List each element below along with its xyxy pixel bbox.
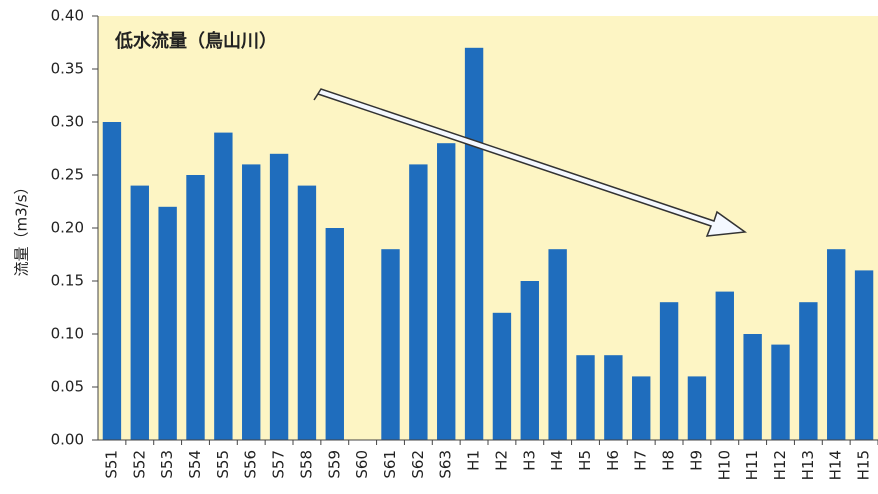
bar [743,334,762,440]
bar [854,270,874,440]
x-tick-label: S56 [242,450,260,479]
bar [771,344,790,440]
x-tick-label: H2 [492,450,510,471]
y-tick-label: 0.10 [51,325,84,343]
bar [186,175,205,440]
bar [548,249,567,440]
bar [464,47,484,441]
bar [659,302,679,440]
bar [158,206,177,440]
bar [381,249,400,440]
x-tick-label: S54 [186,450,204,479]
bar [437,143,456,440]
y-axis-label: 流量（m3/s） [13,179,31,276]
x-tick-label: H11 [743,450,761,480]
x-tick-label: S62 [409,450,427,479]
bar [576,355,595,440]
bar [632,376,651,440]
bar [604,355,623,440]
x-tick-label: S53 [158,450,176,479]
x-tick-label: H9 [687,450,705,471]
bar [520,281,539,440]
bar [242,164,261,440]
bar [130,185,149,440]
x-tick-label: H12 [771,450,789,480]
x-tick-label: H10 [715,450,733,480]
bar [799,302,818,440]
y-tick-label: 0.25 [51,166,84,184]
x-tick-label: S63 [437,450,455,479]
y-tick-label: 0.40 [51,7,84,25]
bar [325,228,344,440]
x-tick-label: H6 [604,450,622,471]
chart-title: 低水流量（鳥山川） [114,30,277,52]
x-tick-label: S58 [297,450,315,479]
y-tick-label: 0.30 [51,113,84,131]
x-tick-label: S55 [214,450,232,479]
x-tick-label: H13 [799,450,817,480]
y-tick-label: 0.35 [51,60,84,78]
y-tick-label: 0.00 [51,431,84,449]
bar [715,291,734,440]
bar [214,132,233,440]
x-tick-label: S61 [381,450,399,479]
bar [827,249,846,440]
y-tick-label: 0.20 [51,219,84,237]
x-tick-label: H1 [465,450,483,471]
bar [409,164,428,440]
bar [492,312,512,440]
x-tick-label: S51 [102,450,120,479]
x-tick-label: H8 [660,450,678,471]
bar [269,153,289,441]
x-tick-label: S57 [270,450,288,479]
x-tick-label: H5 [576,450,594,471]
x-tick-label: H15 [855,450,873,480]
x-tick-label: H14 [827,450,845,480]
x-tick-label: H7 [632,450,650,471]
bar [297,185,317,440]
y-tick-label: 0.15 [51,272,84,290]
x-tick-label: H4 [548,450,566,471]
x-tick-label: S52 [130,450,148,479]
x-tick-label: S59 [325,450,343,479]
trend-arrow [313,88,748,237]
bar [687,376,707,440]
x-tick-label: H3 [520,450,538,471]
x-tick-label: S60 [353,450,371,479]
bar [102,122,122,440]
y-tick-label: 0.05 [51,378,84,396]
